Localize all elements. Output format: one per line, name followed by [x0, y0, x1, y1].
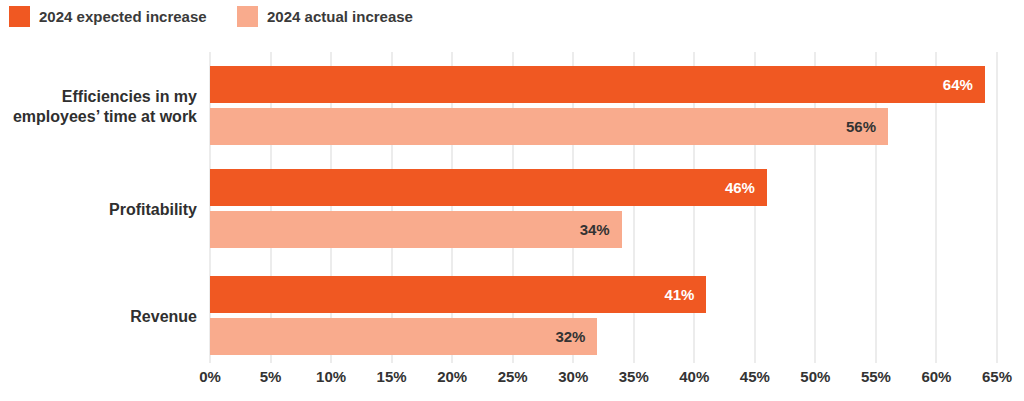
x-axis-tick-label: 0% [180, 368, 240, 385]
legend-item-expected: 2024 expected increase [9, 4, 207, 28]
bar-expected-3: 41% [210, 276, 706, 313]
bar-value-label: 56% [846, 108, 876, 145]
category-label: Revenue [0, 307, 197, 327]
x-axis-tick-label: 15% [362, 368, 422, 385]
x-axis-tick-label: 40% [664, 368, 724, 385]
bar-actual-1: 56% [210, 108, 888, 145]
legend-item-actual: 2024 actual increase [237, 4, 413, 28]
bar-actual-3: 32% [210, 318, 597, 355]
x-axis-tick-label: 45% [725, 368, 785, 385]
legend-label-expected: 2024 expected increase [39, 8, 207, 25]
bar-actual-2: 34% [210, 211, 622, 248]
bar-value-label: 46% [725, 169, 755, 206]
bar-value-label: 32% [555, 318, 585, 355]
category-label: Efficiencies in myemployees’ time at wor… [0, 87, 197, 127]
legend-swatch-actual-icon [237, 6, 258, 27]
x-axis-tick-label: 25% [483, 368, 543, 385]
bar-expected-1: 64% [210, 66, 985, 103]
x-axis-tick-label: 60% [906, 368, 966, 385]
x-axis-tick-label: 35% [604, 368, 664, 385]
x-axis-tick-label: 5% [241, 368, 301, 385]
bar-value-label: 34% [580, 211, 610, 248]
legend-label-actual: 2024 actual increase [267, 8, 413, 25]
x-axis-tick-label: 65% [967, 368, 1024, 385]
x-axis-tick-label: 50% [785, 368, 845, 385]
x-axis-tick-label: 30% [543, 368, 603, 385]
category-label: Profitability [0, 200, 197, 220]
bar-value-label: 64% [943, 66, 973, 103]
bar-chart: 2024 expected increase 2024 actual incre… [0, 0, 1024, 401]
bar-value-label: 41% [664, 276, 694, 313]
bar-expected-2: 46% [210, 169, 767, 206]
x-axis-tick-label: 20% [422, 368, 482, 385]
legend-swatch-expected-icon [9, 6, 30, 27]
x-axis-tick-label: 55% [846, 368, 906, 385]
gridline [996, 52, 998, 363]
x-axis-tick-label: 10% [301, 368, 361, 385]
